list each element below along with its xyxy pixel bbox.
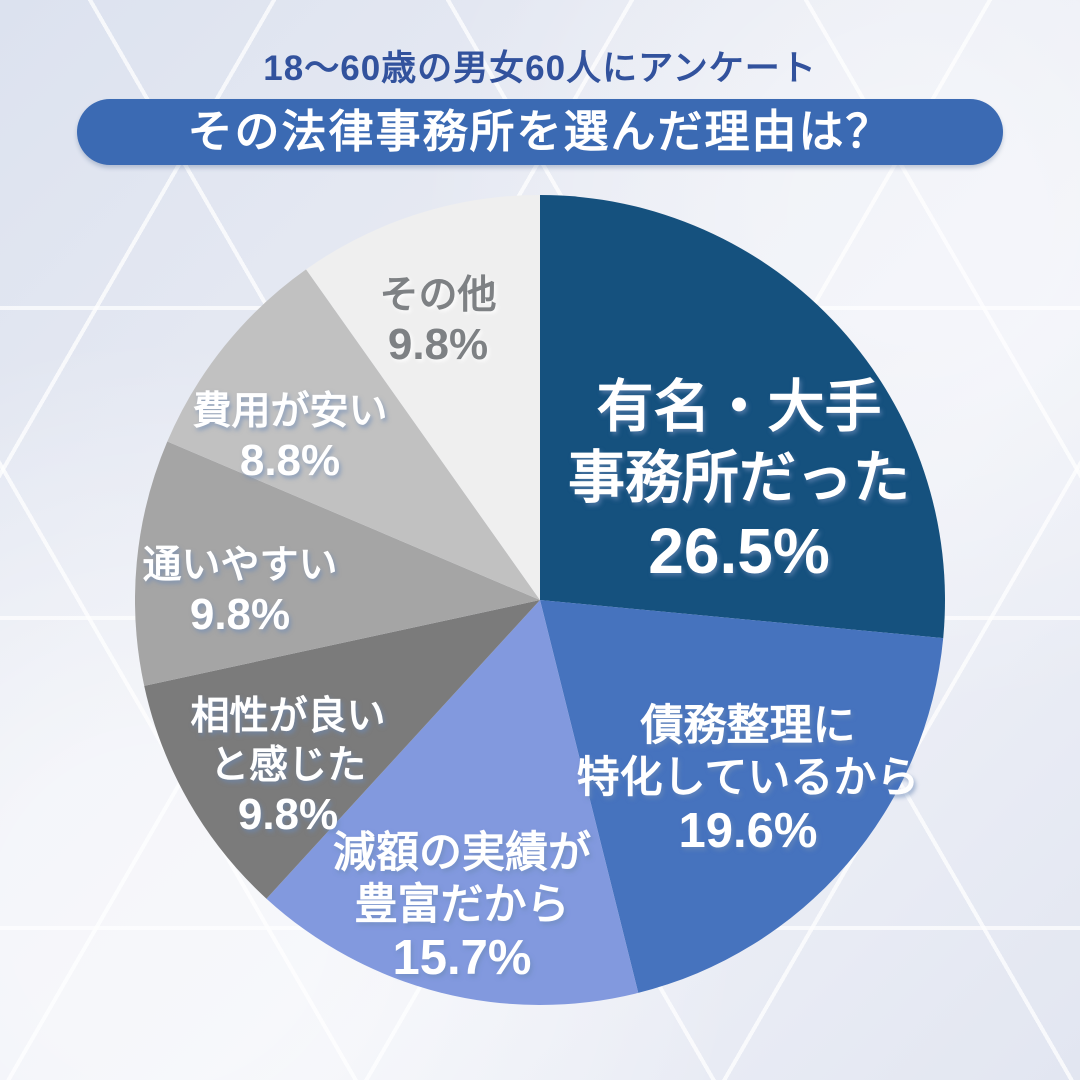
page-title: その法律事務所を選んだ理由は？ (187, 106, 893, 157)
pie-label-easy-access: 通いやすい 9.8% (142, 541, 337, 640)
pie-slice-6 (306, 195, 540, 600)
pie-label-famous-major-firm: 有名・大手 事務所だった 26.5% (568, 372, 910, 589)
slice-percent: 9.8% (237, 790, 339, 839)
slice-label-line: 減額の実績が (333, 829, 591, 877)
slice-label-line: 費用が安い (192, 390, 388, 433)
pie-slice-4 (135, 441, 540, 686)
pie-slice-0 (540, 195, 945, 639)
pie-slice-3 (144, 600, 540, 899)
slice-label-line: 債務整理に (640, 702, 856, 750)
slice-label-line: その他 (379, 274, 497, 317)
slice-label-line: 事務所だった (568, 446, 910, 510)
pie-label-good-rapport: 相性が良い と感じた 9.8% (190, 692, 385, 840)
pie-label-reduction-track-record: 減額の実績が 豊富だから 15.7% (333, 827, 591, 986)
survey-note: 18〜60歳の男女60人にアンケート (263, 49, 817, 88)
slice-label-line: 特化しているから (576, 754, 920, 802)
slice-label-line: 相性が良い (190, 695, 386, 738)
title-pill: その法律事務所を選んだ理由は？ (77, 99, 1003, 165)
pie-label-low-cost: 費用が安い 8.8% (192, 387, 387, 486)
pie-chart-svg (135, 195, 945, 1005)
slice-label-line: 豊富だから (354, 881, 570, 929)
slice-percent: 15.7% (392, 931, 532, 985)
pie-slice-1 (540, 600, 944, 993)
slice-label-line: と感じた (209, 744, 367, 787)
slice-percent: 9.8% (189, 590, 291, 639)
slice-percent: 19.6% (678, 804, 818, 858)
pie-label-other: その他 9.8% (379, 271, 496, 370)
slice-label-line: 有名・大手 (596, 375, 882, 439)
pie-chart (135, 195, 945, 1005)
slice-percent: 26.5% (648, 515, 830, 587)
pie-slice-2 (266, 600, 639, 1005)
slice-label-line: 通いやすい (142, 544, 338, 587)
slice-percent: 8.8% (239, 436, 341, 485)
pie-slice-5 (167, 269, 540, 600)
pie-label-debt-specialist: 債務整理に 特化しているから 19.6% (577, 700, 920, 859)
slice-percent: 9.8% (387, 320, 489, 369)
